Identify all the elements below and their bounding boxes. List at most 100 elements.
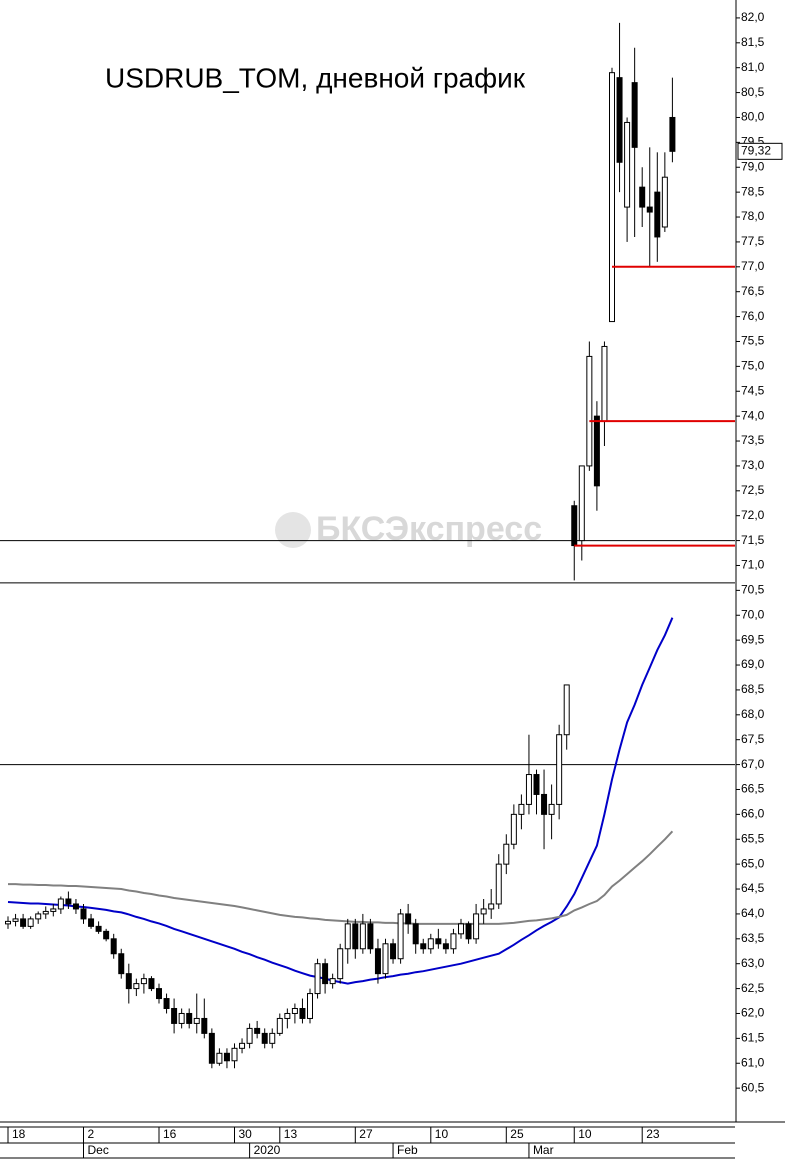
- candle-body: [329, 978, 336, 985]
- y-tick-label: 67,0: [741, 757, 765, 771]
- y-tick-label: 73,0: [741, 458, 765, 472]
- candle-body: [65, 898, 72, 905]
- candle-body: [171, 1007, 178, 1024]
- y-tick-label: 82,0: [741, 10, 765, 24]
- y-tick-label: 77,5: [741, 234, 765, 248]
- last-price-box: [737, 142, 783, 160]
- candle-body: [397, 913, 404, 960]
- y-tick-label: 71,0: [741, 558, 765, 572]
- candle-body: [5, 920, 11, 925]
- candle-body: [299, 1007, 306, 1019]
- x-tick-label: 30: [239, 1127, 253, 1141]
- candle-body: [261, 1032, 268, 1044]
- y-tick-label: 81,0: [741, 60, 765, 74]
- x-tick-label: 10: [578, 1127, 592, 1141]
- candle-body: [344, 923, 351, 950]
- candle-body: [661, 176, 668, 228]
- y-tick-label: 80,0: [741, 110, 765, 124]
- candle-body: [352, 923, 359, 950]
- candle-body: [563, 684, 570, 736]
- candle-body: [291, 1007, 298, 1014]
- candle-body: [276, 1017, 283, 1034]
- y-tick-label: 61,5: [741, 1031, 765, 1045]
- candle-body: [639, 186, 646, 208]
- candle-body: [72, 903, 79, 910]
- candle-body: [586, 355, 593, 467]
- y-tick-label: 65,5: [741, 831, 765, 845]
- y-tick-label: 74,0: [741, 408, 765, 422]
- candle-body: [412, 923, 419, 945]
- candle-body: [201, 1017, 208, 1034]
- candle-body: [624, 121, 631, 208]
- candle-body: [322, 963, 329, 985]
- candle-body: [254, 1027, 261, 1034]
- y-tick-label: 75,0: [741, 359, 765, 373]
- watermark-group: БКСЭкспресс: [275, 510, 542, 548]
- x-tick-label: 25: [510, 1127, 524, 1141]
- candle-body: [27, 918, 34, 927]
- candle-body: [435, 938, 442, 945]
- x-tick-label: 2: [88, 1127, 95, 1141]
- candle-body: [156, 988, 162, 1000]
- y-tick-label: 78,0: [741, 209, 765, 223]
- chart-title: USDRUB_TOM, дневной график: [105, 62, 526, 93]
- y-tick-label: 73,5: [741, 433, 765, 447]
- candle-body: [374, 948, 381, 975]
- last-price-label: 79,32: [741, 143, 771, 157]
- candle-body: [548, 803, 555, 815]
- y-tick-label: 61,0: [741, 1055, 765, 1069]
- candle-body: [525, 774, 532, 805]
- candle-body: [314, 963, 321, 995]
- y-tick-label: 77,0: [741, 259, 765, 273]
- candle-body: [95, 925, 102, 932]
- candle-body: [609, 72, 615, 323]
- x-tick-label: 16: [163, 1127, 177, 1141]
- candle-body: [533, 774, 540, 795]
- candle-body: [405, 913, 412, 925]
- y-tick-label: 75,5: [741, 334, 765, 348]
- candle-body: [556, 734, 563, 805]
- candle-body: [654, 191, 661, 238]
- candle-body: [284, 1012, 291, 1019]
- candle-body: [495, 863, 502, 905]
- candle-body: [133, 983, 140, 990]
- candle-body: [480, 908, 487, 915]
- y-tick-label: 72,5: [741, 483, 765, 497]
- y-tick-label: 70,5: [741, 583, 765, 597]
- y-tick-label: 69,5: [741, 632, 765, 646]
- candle-body: [50, 908, 57, 912]
- month-label: Feb: [397, 1143, 418, 1157]
- candle-body: [631, 82, 638, 148]
- y-tick-label: 69,0: [741, 657, 765, 671]
- candle-body: [382, 943, 389, 975]
- y-tick-label: 70,0: [741, 607, 765, 621]
- watermark: БКСЭкспресс: [316, 510, 542, 548]
- candle-body: [231, 1047, 238, 1062]
- candle-body: [669, 116, 676, 152]
- candle-body: [450, 933, 457, 950]
- candle-body: [193, 1017, 200, 1024]
- y-tick-label: 64,5: [741, 881, 765, 895]
- x-tick-label: 10: [435, 1127, 449, 1141]
- x-tick-label: 27: [359, 1127, 373, 1141]
- candle-body: [420, 943, 427, 950]
- y-tick-label: 80,5: [741, 85, 765, 99]
- candle-body: [163, 998, 170, 1009]
- candle-body: [518, 803, 525, 815]
- candle-body: [359, 923, 366, 950]
- y-tick-label: 74,5: [741, 383, 765, 397]
- candle-body: [578, 465, 585, 542]
- candle-body: [541, 793, 548, 815]
- candle-body: [390, 943, 397, 960]
- candle-body: [80, 908, 87, 920]
- y-tick-label: 64,0: [741, 906, 765, 920]
- candle-body: [367, 923, 374, 950]
- month-label: Dec: [88, 1143, 109, 1157]
- moving-average-line: [8, 830, 674, 925]
- y-tick-label: 66,5: [741, 782, 765, 796]
- candle-body: [186, 1012, 193, 1024]
- x-tick-label: 23: [646, 1127, 660, 1141]
- candle-body: [223, 1052, 230, 1062]
